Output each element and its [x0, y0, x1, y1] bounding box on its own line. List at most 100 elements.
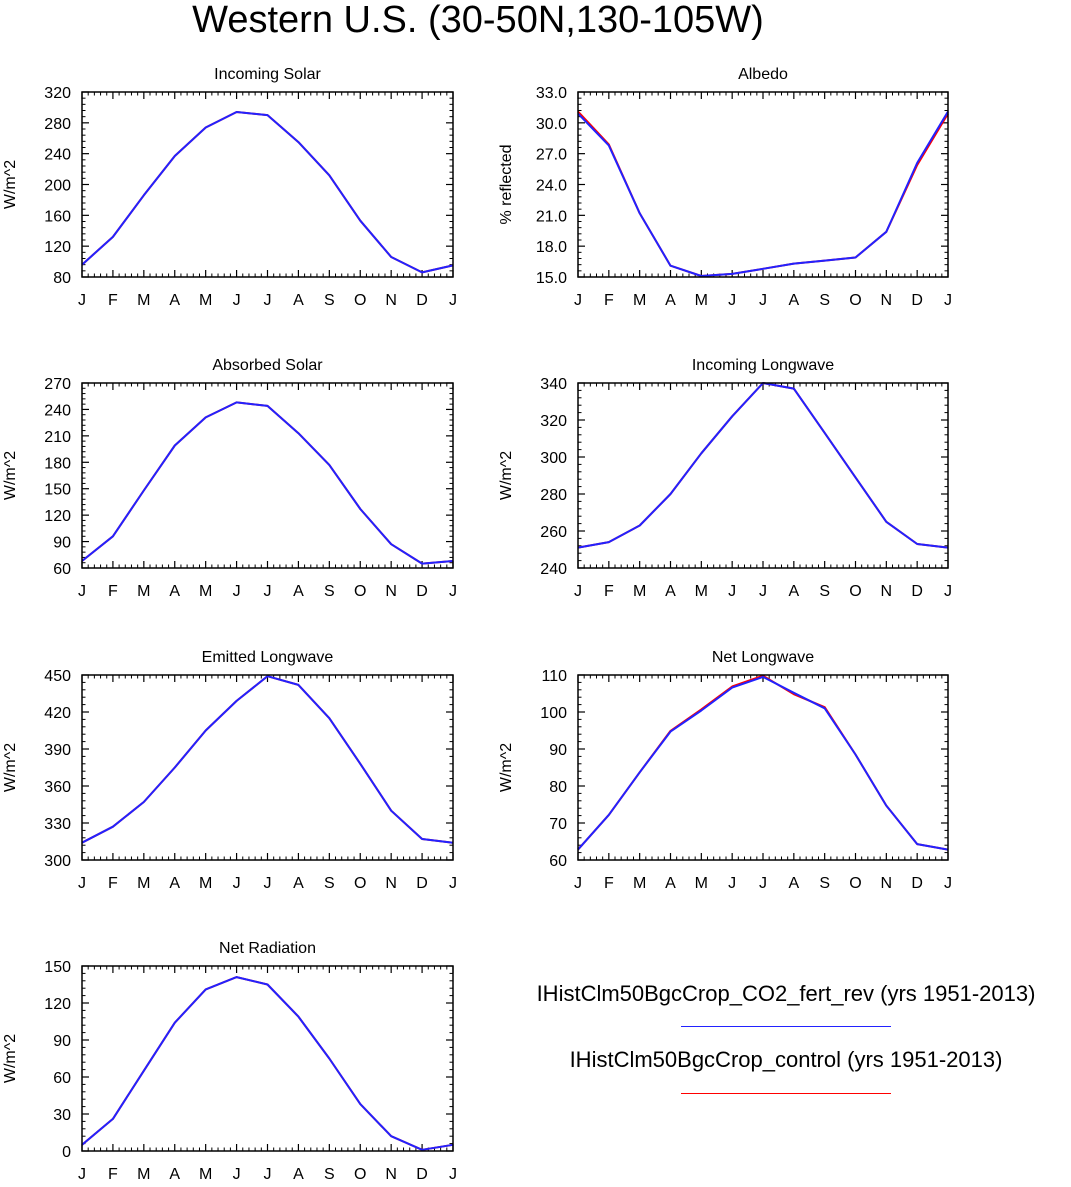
x-tick-label: A: [293, 292, 304, 309]
x-tick-label: F: [604, 583, 614, 600]
x-tick-label: A: [169, 583, 180, 600]
x-tick-label: J: [264, 583, 272, 600]
x-tick-label: S: [324, 292, 335, 309]
x-tick-label: N: [385, 583, 397, 600]
x-tick-label: O: [849, 583, 861, 600]
x-tick-label: M: [695, 292, 708, 309]
y-tick-label: 330: [44, 816, 71, 833]
y-tick-label: 24.0: [536, 178, 567, 195]
control-series-line: [577, 110, 949, 277]
x-tick-label: J: [728, 292, 736, 309]
x-tick-label: A: [293, 583, 304, 600]
x-tick-label: J: [728, 875, 736, 892]
plot-frame: [577, 674, 949, 861]
x-tick-label: J: [78, 292, 86, 309]
y-tick-label: 30: [53, 1107, 71, 1124]
y-tick-label: 70: [549, 816, 567, 833]
y-axis-label: W/m^2: [498, 451, 515, 500]
legend-label-control: IHistClm50BgcCrop_control (yrs 1951-2013…: [569, 1047, 1003, 1072]
x-tick-label: S: [324, 1166, 335, 1183]
x-tick-label: O: [354, 1166, 366, 1183]
x-tick-label: M: [633, 583, 646, 600]
x-tick-label: J: [78, 1166, 86, 1183]
x-tick-label: J: [449, 875, 457, 892]
plot-frame: [577, 382, 949, 569]
y-tick-label: 60: [53, 561, 71, 578]
x-tick-label: O: [354, 875, 366, 892]
y-axis-label: W/m^2: [2, 451, 19, 500]
y-axis-label: W/m^2: [2, 743, 19, 792]
x-tick-label: S: [819, 583, 830, 600]
plot-frame: [81, 965, 454, 1152]
x-tick-label: N: [881, 292, 893, 309]
y-tick-label: 60: [53, 1070, 71, 1087]
x-tick-label: F: [108, 292, 118, 309]
x-tick-label: D: [416, 292, 428, 309]
y-tick-label: 390: [44, 742, 71, 759]
co2-fert-series-line: [577, 110, 949, 277]
x-tick-label: A: [169, 292, 180, 309]
x-tick-label: A: [293, 1166, 304, 1183]
x-tick-label: A: [788, 583, 799, 600]
y-tick-label: 320: [540, 413, 567, 430]
x-tick-label: J: [233, 1166, 241, 1183]
x-tick-label: M: [633, 292, 646, 309]
x-tick-label: M: [633, 875, 646, 892]
x-tick-label: M: [137, 875, 150, 892]
y-tick-label: 300: [44, 853, 71, 870]
y-tick-label: 120: [44, 508, 71, 525]
control-series-line: [81, 976, 454, 1151]
y-tick-label: 340: [540, 376, 567, 393]
x-tick-label: M: [199, 875, 212, 892]
panel-title: Absorbed Solar: [212, 357, 323, 374]
x-tick-label: M: [199, 292, 212, 309]
control-series-line: [81, 675, 454, 844]
x-tick-label: J: [233, 292, 241, 309]
x-tick-label: O: [354, 583, 366, 600]
y-tick-label: 240: [44, 402, 71, 419]
control-series-line: [577, 674, 949, 851]
x-tick-label: J: [449, 583, 457, 600]
y-tick-label: 300: [540, 450, 567, 467]
x-tick-label: D: [911, 875, 923, 892]
co2-fert-series-line: [81, 976, 454, 1151]
y-tick-label: 90: [53, 535, 71, 552]
y-tick-label: 240: [540, 561, 567, 578]
y-tick-label: 110: [541, 668, 567, 685]
x-tick-label: A: [665, 875, 676, 892]
y-tick-label: 33.0: [536, 85, 567, 102]
x-tick-label: J: [944, 583, 952, 600]
y-tick-label: 100: [540, 705, 567, 722]
x-tick-label: A: [788, 875, 799, 892]
y-tick-label: 280: [540, 487, 567, 504]
x-tick-label: J: [944, 875, 952, 892]
y-tick-label: 320: [44, 85, 71, 102]
control-series-line: [81, 111, 454, 274]
x-tick-label: M: [137, 1166, 150, 1183]
x-tick-label: J: [78, 583, 86, 600]
x-tick-label: F: [604, 875, 614, 892]
y-tick-label: 260: [540, 524, 567, 541]
x-tick-label: A: [293, 875, 304, 892]
y-tick-label: 15.0: [536, 270, 567, 287]
y-tick-label: 60: [549, 853, 567, 870]
x-tick-label: A: [665, 583, 676, 600]
legend-label-co2-fert: IHistClm50BgcCrop_CO2_fert_rev (yrs 1951…: [536, 981, 1036, 1006]
figure-title: Western U.S. (30-50N,130-105W): [192, 0, 764, 41]
plot-frame: [81, 91, 454, 278]
x-tick-label: S: [324, 583, 335, 600]
x-tick-label: J: [574, 875, 582, 892]
x-tick-label: A: [788, 292, 799, 309]
x-tick-label: F: [108, 583, 118, 600]
x-tick-label: J: [449, 292, 457, 309]
x-tick-label: D: [416, 1166, 428, 1183]
plot-frame: [81, 674, 454, 861]
x-tick-label: J: [574, 583, 582, 600]
legend-line-co2-fert: [681, 1026, 891, 1027]
y-tick-label: 120: [44, 996, 71, 1013]
x-tick-label: J: [728, 583, 736, 600]
panel-title: Albedo: [738, 66, 788, 83]
x-tick-label: O: [849, 292, 861, 309]
y-tick-label: 21.0: [536, 208, 567, 225]
